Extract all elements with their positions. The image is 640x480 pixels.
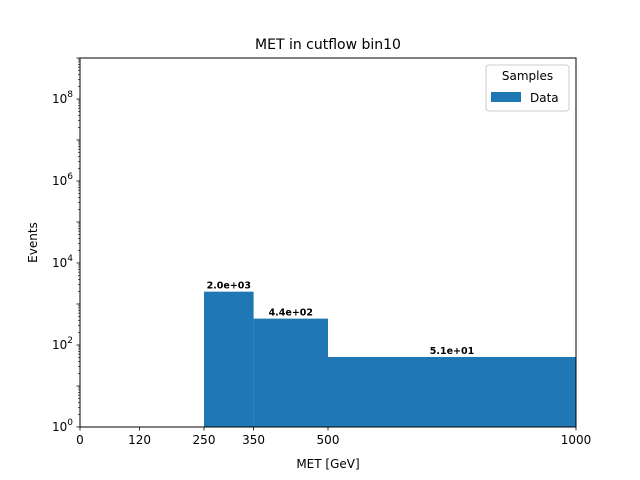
x-tick-label-3: 350 bbox=[242, 433, 265, 447]
y-tick-label-0: 100 bbox=[52, 418, 73, 434]
legend-swatch-data bbox=[491, 92, 521, 102]
bar-value-label-0: 2.0e+03 bbox=[207, 281, 251, 292]
bars-group bbox=[204, 291, 576, 427]
bar-0 bbox=[204, 291, 254, 427]
y-axis-label: Events bbox=[26, 222, 40, 263]
bar-value-label-2: 5.1e+01 bbox=[430, 346, 474, 357]
legend-entry-data: Data bbox=[530, 91, 559, 105]
y-tick-label-3: 106 bbox=[52, 172, 73, 188]
x-axis-label: MET [GeV] bbox=[296, 457, 359, 471]
x-tick-label-0: 0 bbox=[76, 433, 84, 447]
bar-labels-group: 2.0e+03 4.4e+02 5.1e+01 bbox=[207, 281, 475, 357]
chart-title: MET in cutflow bin10 bbox=[255, 37, 401, 53]
x-tick-label-1: 120 bbox=[128, 433, 151, 447]
y-tick-label-1: 102 bbox=[52, 336, 73, 352]
bar-2 bbox=[328, 356, 576, 427]
x-tick-label-2: 250 bbox=[193, 433, 216, 447]
y-axis-ticks: 100 102 104 106 108 bbox=[52, 57, 80, 434]
bar-1 bbox=[253, 318, 328, 427]
bar-value-label-1: 4.4e+02 bbox=[269, 308, 313, 319]
y-tick-label-4: 108 bbox=[52, 90, 73, 106]
legend-title: Samples bbox=[502, 69, 553, 83]
x-tick-label-5: 1000 bbox=[561, 433, 592, 447]
y-tick-label-2: 104 bbox=[52, 254, 73, 270]
x-tick-label-4: 500 bbox=[317, 433, 340, 447]
legend: Samples Data bbox=[485, 64, 570, 112]
x-axis-ticks: 0 120 250 350 500 1000 bbox=[76, 427, 591, 447]
